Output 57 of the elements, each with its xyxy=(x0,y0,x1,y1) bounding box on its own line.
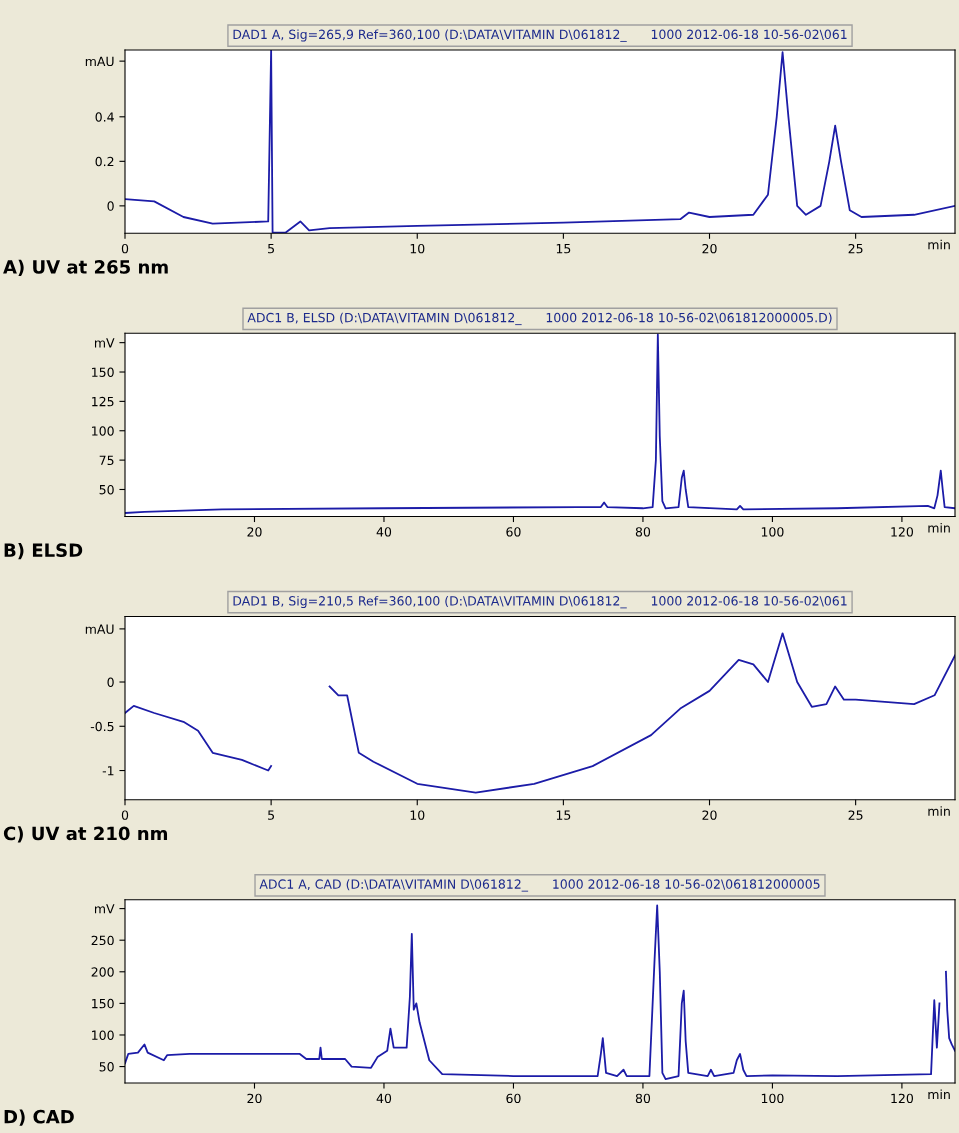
x-tick-label: 20 xyxy=(702,810,717,820)
x-tick-label: 10 xyxy=(410,810,425,820)
x-tick-label: 5 xyxy=(268,244,275,254)
x-axis-title: min xyxy=(928,1089,950,1099)
y-tick-label: 100 xyxy=(92,1030,114,1040)
y-tick-label: 250 xyxy=(91,935,114,946)
x-tick-label: 100 xyxy=(761,1093,784,1104)
x-tick-label: 0 xyxy=(121,243,129,254)
y-tick-label: 0 xyxy=(107,677,114,687)
y-tick-label: mAU xyxy=(85,56,114,67)
y-tick-label: 50 xyxy=(99,1062,114,1072)
x-tick-label: 15 xyxy=(556,244,571,254)
y-tick-label: 75 xyxy=(99,455,114,466)
x-tick-label: 80 xyxy=(635,1093,651,1104)
x-tick-label: 15 xyxy=(556,810,571,820)
x-axis-title: min xyxy=(928,806,950,816)
text: B) ELSD xyxy=(4,543,83,560)
x-tick-label: 100 xyxy=(761,527,784,537)
chart-title: ADC1 B, ELSD (D:\DATA\VITAMIN D\061812_ 1000 2012-06-18 10-56-02\061812000005.D) xyxy=(247,312,832,326)
y-tick-label: 200 xyxy=(91,967,114,977)
x-tick-label: 20 xyxy=(247,1093,262,1104)
y-tick-label: mV xyxy=(94,338,115,348)
x-tick-label: 40 xyxy=(376,1093,392,1104)
y-tick-label: 150 xyxy=(92,367,114,377)
y-tick-label: mAU xyxy=(85,624,114,634)
chart-title: DAD1 B, Sig=210,5 Ref=360,100 (D:\DATA\VITAMIN D\061812_ 1000 2012-06-18 10-56-02\061 xyxy=(233,595,847,609)
line-series xyxy=(125,333,955,514)
x-tick-label: 20 xyxy=(247,527,262,537)
y-tick-label: 0.4 xyxy=(95,112,114,122)
text: D) CAD xyxy=(4,1109,74,1126)
x-tick-label: 40 xyxy=(376,527,392,537)
y-tick-label: 150 xyxy=(92,998,114,1009)
x-tick-label: 25 xyxy=(848,243,863,254)
x-tick-label: 60 xyxy=(506,527,521,537)
y-tick-label: -1 xyxy=(102,766,114,776)
x-tick-label: 60 xyxy=(506,1093,521,1104)
x-tick-label: 80 xyxy=(635,527,651,537)
x-axis-title: min xyxy=(928,522,950,533)
y-tick-label: 100 xyxy=(92,426,114,436)
x-tick-label: 5 xyxy=(268,810,275,820)
chart-title: DAD1 A, Sig=265,9 Ref=360,100 (D:\DATA\VITAMIN D\061812_ 1000 2012-06-18 10-56-02\061 xyxy=(233,29,847,42)
x-tick-label: 120 xyxy=(891,527,914,537)
y-tick-label: 50 xyxy=(99,484,114,495)
x-tick-label: 20 xyxy=(702,243,717,254)
x-tick-label: 25 xyxy=(848,810,863,820)
chart-title: ADC1 A, CAD (D:\DATA\VITAMIN D\061812_ 1000 2012-06-18 10-56-02\061812000005 xyxy=(259,879,820,892)
x-tick-label: 120 xyxy=(891,1093,914,1104)
y-tick-label: mV xyxy=(94,904,115,914)
text: A) UV at 265 nm xyxy=(3,259,168,276)
y-tick-label: 125 xyxy=(92,396,114,407)
y-tick-label: 0 xyxy=(107,201,114,211)
y-tick-label: 0.2 xyxy=(95,156,114,167)
x-tick-label: 0 xyxy=(121,810,129,820)
x-axis-title: min xyxy=(928,239,950,250)
y-tick-label: -0.5 xyxy=(90,721,114,732)
text: C) UV at 210 nm xyxy=(3,826,168,843)
x-tick-label: 10 xyxy=(410,243,425,254)
